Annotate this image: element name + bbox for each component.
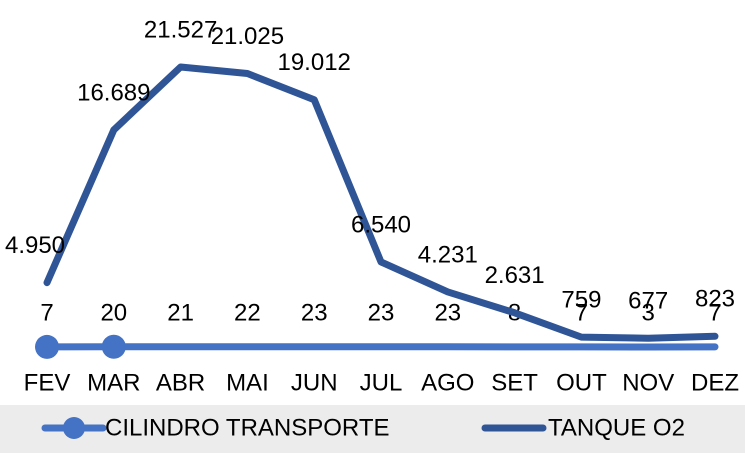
data-label: 7	[575, 299, 588, 326]
data-label: 21.527	[144, 16, 217, 43]
data-label: 2.631	[485, 262, 545, 289]
x-tick-label: MAI	[226, 369, 269, 396]
legend-band	[0, 405, 745, 453]
data-label: 4.950	[5, 232, 65, 259]
data-label: 23	[434, 299, 461, 326]
series-line	[43, 63, 719, 342]
x-tick-label: JUN	[291, 369, 338, 396]
data-label: 823	[695, 286, 735, 313]
marker	[101, 334, 126, 359]
data-label: 7	[708, 299, 721, 326]
x-tick-label: JUL	[360, 369, 403, 396]
data-label: 759	[561, 286, 601, 313]
data-label: 23	[301, 299, 328, 326]
marker	[35, 334, 59, 359]
x-tick-label: SET	[491, 369, 538, 396]
data-label: 677	[628, 288, 668, 315]
legend-marker	[63, 417, 85, 439]
data-label: 16.689	[77, 79, 150, 106]
legend-label: CILINDRO TRANSPORTE	[105, 414, 390, 441]
data-label: 4.231	[418, 241, 478, 268]
data-label: 23	[368, 299, 395, 326]
x-tick-label: FEV	[24, 369, 71, 396]
legend-label: TANQUE O2	[548, 414, 685, 441]
data-label: 21.025	[211, 23, 284, 50]
data-label: 3	[642, 299, 655, 326]
x-tick-label: AGO	[421, 369, 474, 396]
x-tick-label: ABR	[156, 369, 205, 396]
data-label: 7	[40, 299, 53, 326]
data-label: 21	[167, 299, 194, 326]
data-label: 22	[234, 299, 261, 326]
data-label: 6.540	[351, 211, 411, 238]
x-tick-label: NOV	[622, 369, 674, 396]
x-tick-label: DEZ	[691, 369, 739, 396]
data-label: 19.012	[277, 49, 350, 76]
data-label: 20	[100, 299, 127, 326]
x-tick-label: OUT	[556, 369, 607, 396]
x-tick-label: MAR	[87, 369, 140, 396]
